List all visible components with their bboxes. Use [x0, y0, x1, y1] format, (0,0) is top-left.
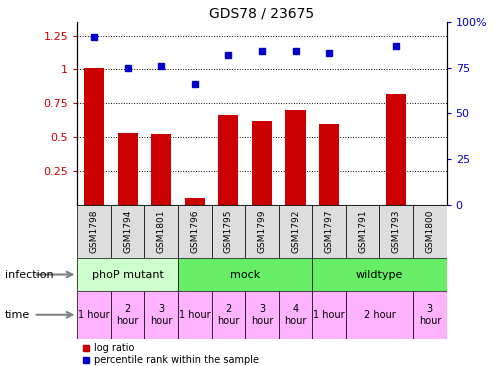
- Bar: [178, 258, 312, 291]
- Text: 3
hour: 3 hour: [150, 304, 173, 326]
- Text: 2 hour: 2 hour: [364, 310, 395, 320]
- Bar: [245, 205, 279, 258]
- Bar: [312, 291, 346, 339]
- Text: GSM1792: GSM1792: [291, 210, 300, 253]
- Bar: [111, 291, 145, 339]
- Bar: [285, 110, 305, 205]
- Text: 4
hour: 4 hour: [284, 304, 307, 326]
- Text: GSM1797: GSM1797: [325, 210, 334, 253]
- Text: GSM1800: GSM1800: [425, 210, 434, 253]
- Bar: [145, 205, 178, 258]
- Title: GDS78 / 23675: GDS78 / 23675: [210, 7, 314, 21]
- Bar: [279, 205, 312, 258]
- Bar: [84, 68, 104, 205]
- Text: 2
hour: 2 hour: [116, 304, 139, 326]
- Text: GSM1798: GSM1798: [90, 210, 99, 253]
- Text: mock: mock: [230, 269, 260, 280]
- Text: GSM1796: GSM1796: [190, 210, 199, 253]
- Text: GSM1791: GSM1791: [358, 210, 367, 253]
- Text: wildtype: wildtype: [356, 269, 403, 280]
- Bar: [219, 116, 239, 205]
- Text: 2
hour: 2 hour: [217, 304, 240, 326]
- Bar: [312, 258, 447, 291]
- Text: GSM1794: GSM1794: [123, 210, 132, 253]
- Bar: [346, 291, 413, 339]
- Bar: [111, 205, 145, 258]
- Text: GSM1801: GSM1801: [157, 210, 166, 253]
- Bar: [178, 205, 212, 258]
- Text: GSM1799: GSM1799: [257, 210, 266, 253]
- Bar: [346, 205, 379, 258]
- Bar: [185, 198, 205, 205]
- Bar: [77, 291, 111, 339]
- Bar: [319, 124, 339, 205]
- Bar: [77, 258, 178, 291]
- Text: phoP mutant: phoP mutant: [92, 269, 164, 280]
- Text: 3
hour: 3 hour: [251, 304, 273, 326]
- Bar: [151, 134, 171, 205]
- Text: 1 hour: 1 hour: [313, 310, 345, 320]
- Text: infection: infection: [5, 269, 53, 280]
- Text: GSM1795: GSM1795: [224, 210, 233, 253]
- Bar: [379, 205, 413, 258]
- Text: 1 hour: 1 hour: [78, 310, 110, 320]
- Bar: [118, 133, 138, 205]
- Bar: [386, 94, 406, 205]
- Bar: [312, 205, 346, 258]
- Text: 1 hour: 1 hour: [179, 310, 211, 320]
- Bar: [252, 121, 272, 205]
- Legend: log ratio, percentile rank within the sample: log ratio, percentile rank within the sa…: [82, 343, 259, 365]
- Bar: [413, 291, 447, 339]
- Text: 3
hour: 3 hour: [419, 304, 441, 326]
- Text: time: time: [5, 310, 30, 320]
- Bar: [245, 291, 279, 339]
- Text: GSM1793: GSM1793: [392, 210, 401, 253]
- Bar: [413, 205, 447, 258]
- Bar: [279, 291, 312, 339]
- Bar: [77, 205, 111, 258]
- Bar: [212, 291, 245, 339]
- Bar: [145, 291, 178, 339]
- Bar: [178, 291, 212, 339]
- Bar: [212, 205, 245, 258]
